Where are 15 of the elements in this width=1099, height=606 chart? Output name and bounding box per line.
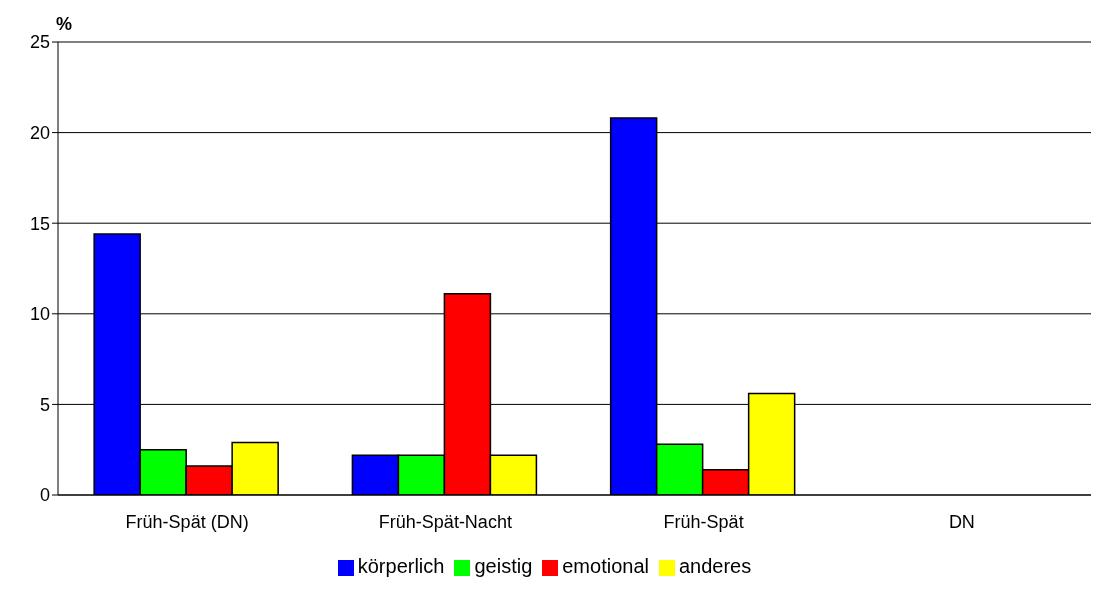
y-axis-title: %: [56, 14, 73, 35]
y-tick-label: 20: [29, 122, 50, 143]
y-tick-label: 5: [39, 394, 50, 415]
x-tick-label: Früh-Spät: [663, 511, 744, 532]
y-tick-label: 15: [29, 213, 50, 234]
legend-label: emotional: [562, 555, 649, 577]
x-tick-label: DN: [948, 511, 975, 532]
legend-label: körperlich: [357, 555, 445, 577]
y-tick-label: 10: [29, 304, 50, 325]
y-tick-label: 0: [39, 485, 50, 506]
x-tick-label: Früh-Spät (DN): [125, 511, 249, 532]
legend-label: anderes: [678, 555, 752, 577]
x-tick-label: Früh-Spät-Nacht: [378, 511, 512, 532]
y-tick-label: 25: [29, 32, 50, 53]
legend-label: geistig: [474, 555, 533, 577]
